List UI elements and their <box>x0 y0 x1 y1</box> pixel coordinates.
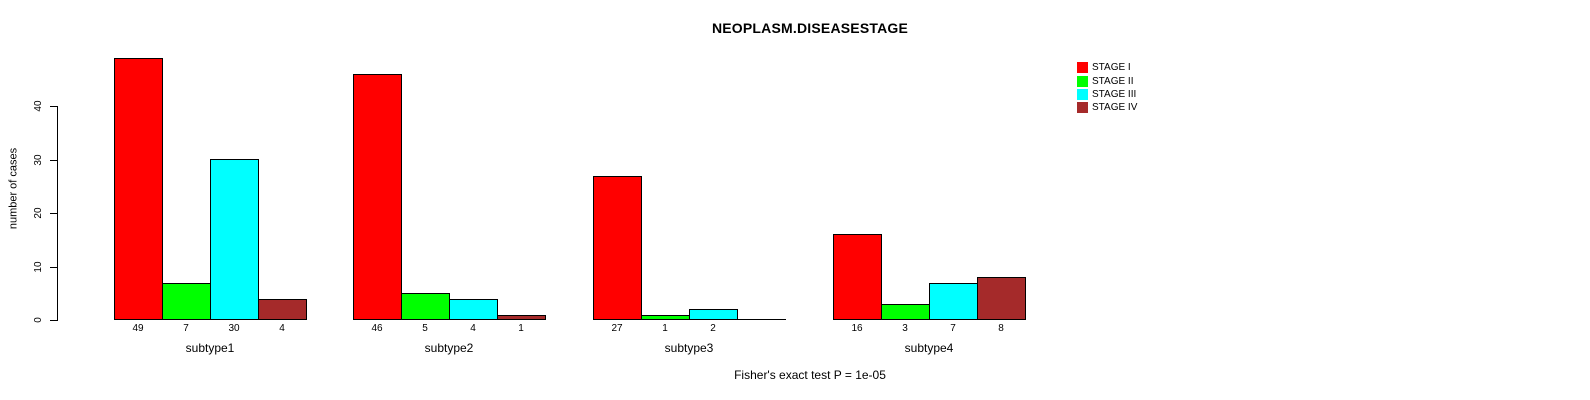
y-tick-label: 40 <box>32 100 44 112</box>
legend-swatch <box>1077 88 1088 100</box>
fisher-test-annotation: Fisher's exact test P = 1e-05 <box>734 368 886 382</box>
y-tick-label: 10 <box>32 261 44 273</box>
bar-value-label: 1 <box>518 323 524 334</box>
bar-value-label: 49 <box>132 323 144 334</box>
bar-value-label: 16 <box>851 323 863 334</box>
bar <box>497 315 546 320</box>
legend-item: STAGE I <box>1077 61 1137 74</box>
bar-value-label: 3 <box>902 323 908 334</box>
category-label: subtype1 <box>185 341 235 355</box>
bar-value-label: 46 <box>371 323 383 334</box>
bar <box>833 234 882 320</box>
y-tick-label: 20 <box>32 207 44 219</box>
bar <box>881 304 930 320</box>
bar-value-label: 2 <box>710 323 716 334</box>
bar-value-label: 8 <box>998 323 1004 334</box>
legend: STAGE I STAGE II STAGE III STAGE IV <box>1077 61 1137 115</box>
bar-value-label: 5 <box>422 323 428 334</box>
bar <box>593 176 642 320</box>
bar <box>114 58 163 320</box>
legend-label: STAGE I <box>1092 62 1131 74</box>
bar-value-label: 30 <box>228 323 240 334</box>
legend-label: STAGE IV <box>1092 102 1138 114</box>
bar-value-label: 7 <box>183 323 189 334</box>
bar-zero-line <box>737 319 786 320</box>
bar <box>641 315 690 320</box>
bar <box>162 283 211 320</box>
bar <box>353 74 402 320</box>
legend-item: STAGE IV <box>1077 101 1137 114</box>
bar-value-label: 4 <box>470 323 476 334</box>
bar-value-label: 7 <box>950 323 956 334</box>
category-label: subtype4 <box>904 341 954 355</box>
legend-swatch <box>1077 75 1088 87</box>
legend-item: STAGE II <box>1077 74 1137 87</box>
category-label: subtype3 <box>664 341 714 355</box>
category-label: subtype2 <box>424 341 474 355</box>
y-tick-label: 0 <box>32 317 44 323</box>
y-tick <box>50 267 57 268</box>
y-tick <box>50 320 57 321</box>
bar-value-label: 1 <box>662 323 668 334</box>
bar <box>210 159 259 320</box>
legend-label: STAGE III <box>1092 88 1137 100</box>
y-tick-label: 30 <box>32 154 44 166</box>
y-tick <box>50 160 57 161</box>
chart-title: NEOPLASM.DISEASESTAGE <box>711 20 909 36</box>
bar <box>977 277 1026 320</box>
bar <box>929 283 978 320</box>
bar-value-label: 4 <box>279 323 285 334</box>
y-tick <box>50 106 57 107</box>
bar <box>449 299 498 320</box>
y-tick <box>50 213 57 214</box>
legend-label: STAGE II <box>1092 75 1134 87</box>
legend-item: STAGE III <box>1077 88 1137 101</box>
bar <box>258 299 307 320</box>
legend-swatch <box>1077 102 1088 114</box>
legend-swatch <box>1077 62 1088 74</box>
bar <box>689 309 738 320</box>
bar <box>401 293 450 320</box>
y-axis-line <box>57 106 58 321</box>
bar-value-label: 27 <box>611 323 623 334</box>
